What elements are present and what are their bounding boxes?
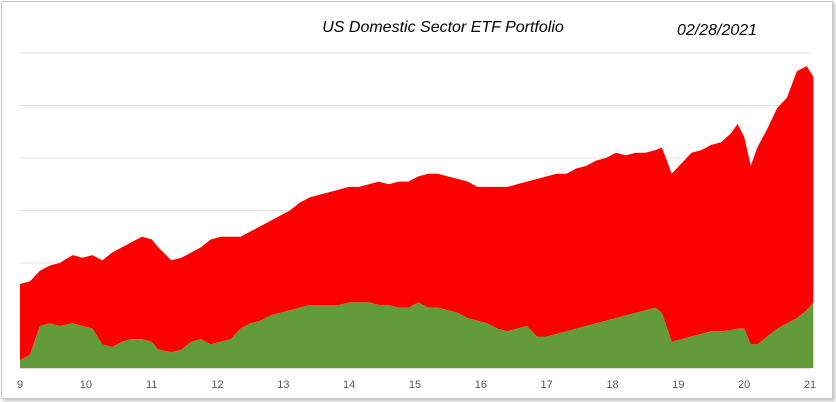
x-tick-label: 13 — [277, 379, 289, 391]
x-tick-label: 21 — [804, 379, 816, 391]
x-tick-label: 16 — [475, 379, 487, 391]
x-tick-label: 11 — [146, 379, 157, 391]
chart-area: 9 10 11 12 13 14 15 16 17 18 19 20 21 US Domestic Se… — [17, 19, 816, 391]
x-tick-label: 20 — [738, 379, 750, 391]
x-axis: 9 10 11 12 13 14 15 16 17 18 19 20 21 — [17, 368, 816, 391]
x-tick-label: 14 — [343, 379, 355, 391]
series-bottom-area — [20, 302, 814, 368]
x-tick-label: 15 — [409, 379, 421, 391]
x-tick-label: 19 — [672, 379, 684, 391]
chart-title: US Domestic Sector ETF Portfolio — [322, 19, 564, 36]
x-tick-label: 10 — [80, 379, 92, 391]
x-tick-label: 17 — [541, 379, 553, 391]
x-tick-label: 9 — [17, 379, 23, 391]
x-tick-label: 18 — [606, 379, 618, 391]
plot-areas — [20, 66, 814, 368]
x-tick-label: 12 — [211, 379, 223, 391]
chart-date-label: 02/28/2021 — [677, 22, 757, 39]
series-top-area — [20, 66, 814, 361]
